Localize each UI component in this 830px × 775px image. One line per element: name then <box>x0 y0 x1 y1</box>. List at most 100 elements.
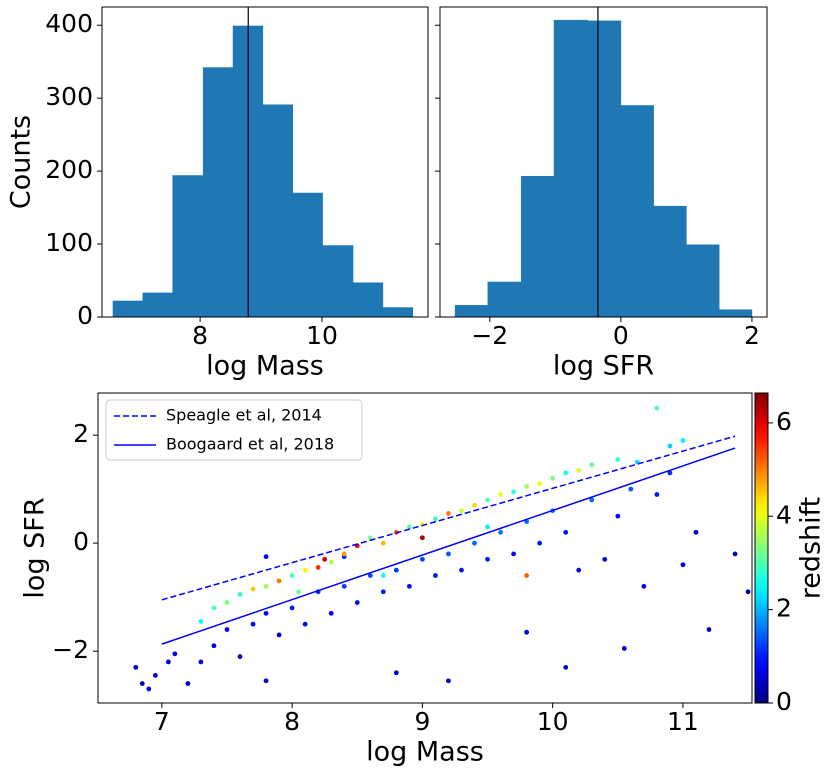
point <box>289 605 295 611</box>
y-tick-label: 400 <box>45 9 93 38</box>
legend-label: Boogaard et al, 2018 <box>166 435 334 454</box>
x-tick-label: 0 <box>613 321 629 350</box>
point <box>250 586 256 592</box>
point <box>621 646 627 651</box>
point <box>667 443 673 449</box>
point <box>537 481 543 487</box>
point <box>328 559 334 565</box>
point <box>237 654 243 659</box>
point <box>524 629 530 635</box>
fit-line <box>161 447 736 645</box>
point <box>459 567 464 573</box>
point <box>198 619 204 624</box>
point <box>263 678 269 684</box>
y-tick-label: 200 <box>45 155 93 184</box>
point <box>563 529 569 535</box>
point <box>263 554 269 560</box>
point <box>393 670 399 676</box>
point <box>139 681 145 686</box>
point <box>602 556 608 562</box>
bar <box>620 105 654 318</box>
point <box>589 497 595 503</box>
point <box>576 467 582 473</box>
colorbar-tick-label: 2 <box>776 594 792 623</box>
y-tick-label: −2 <box>52 635 89 664</box>
legend-label: Speagle et al, 2014 <box>166 406 322 425</box>
bar <box>172 175 204 318</box>
point <box>296 589 302 595</box>
point <box>732 551 738 557</box>
point <box>472 540 477 546</box>
point <box>628 486 634 492</box>
point <box>133 664 139 670</box>
axes-frame <box>101 6 429 318</box>
point <box>459 508 464 514</box>
point <box>224 627 230 632</box>
point <box>289 573 295 578</box>
point <box>211 643 217 649</box>
point <box>433 516 438 522</box>
point <box>172 651 178 657</box>
point <box>237 592 243 597</box>
bar <box>262 104 293 318</box>
colorbar-label: redshift <box>796 497 827 600</box>
point <box>419 535 425 541</box>
point <box>165 659 171 665</box>
point <box>446 551 451 557</box>
point <box>433 573 438 578</box>
axes-frame <box>97 392 753 704</box>
x-tick-label: 7 <box>154 707 170 736</box>
y-tick-label: 0 <box>77 301 93 330</box>
bar <box>686 244 720 318</box>
point <box>472 502 477 508</box>
point <box>537 540 543 546</box>
point <box>367 573 373 578</box>
point <box>224 600 230 605</box>
bar <box>202 67 234 318</box>
point <box>354 600 360 605</box>
point <box>406 583 412 589</box>
x-tick-label: 10 <box>306 321 338 350</box>
bar <box>521 175 555 318</box>
point <box>211 605 217 611</box>
point <box>745 589 751 595</box>
point <box>341 583 347 589</box>
point <box>706 627 712 632</box>
point <box>680 562 686 568</box>
bar <box>718 309 753 318</box>
point <box>576 567 582 573</box>
y-axis-label: log SFR <box>20 497 51 598</box>
bar <box>322 245 354 318</box>
fit-line <box>161 435 736 601</box>
bar <box>352 282 384 318</box>
point <box>146 686 152 692</box>
point <box>380 589 386 595</box>
point <box>302 621 308 627</box>
x-tick-label: 8 <box>192 321 208 350</box>
point <box>263 583 269 589</box>
bar <box>487 281 522 318</box>
point <box>485 497 490 503</box>
point <box>198 659 204 665</box>
point <box>446 678 451 684</box>
point <box>322 556 328 562</box>
point <box>485 524 490 530</box>
point <box>250 621 256 627</box>
x-tick-label: 9 <box>414 707 430 736</box>
point <box>693 529 699 535</box>
point <box>315 565 321 570</box>
point <box>341 551 347 557</box>
point <box>615 457 621 462</box>
point <box>276 632 282 638</box>
bar <box>653 205 687 318</box>
axes-frame <box>439 6 768 318</box>
point <box>185 681 191 686</box>
legend-box <box>105 399 363 461</box>
point <box>367 535 373 541</box>
point <box>380 573 386 578</box>
point <box>615 513 621 519</box>
point <box>563 470 569 476</box>
point <box>550 475 556 481</box>
